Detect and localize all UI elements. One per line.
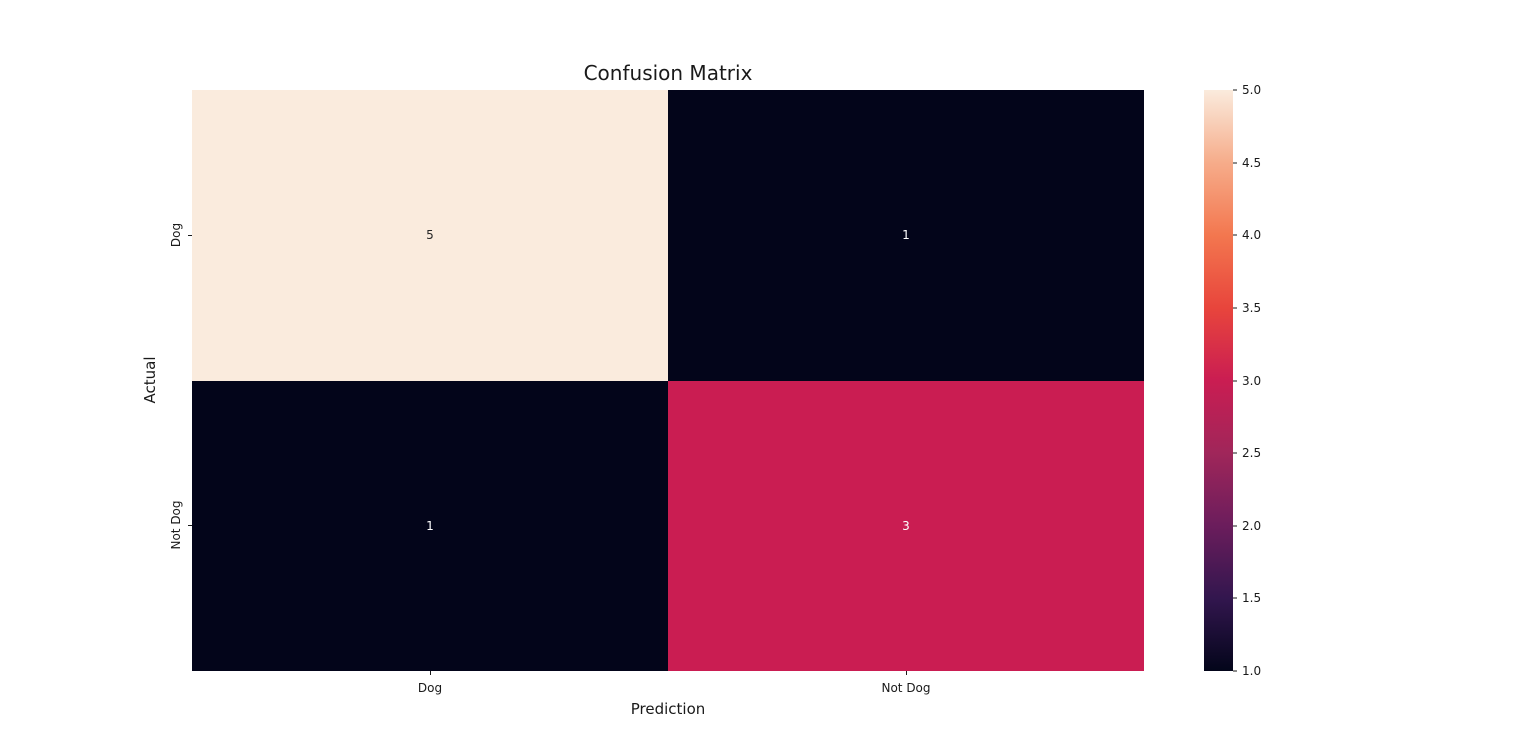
colorbar-tick-mark: [1233, 452, 1237, 454]
colorbar-tick-mark: [1233, 89, 1237, 91]
heatmap-cell-actual-dog-pred-dog: 5: [192, 90, 668, 381]
x-tick-label-dog: Dog: [417, 681, 443, 695]
x-tick-mark: [430, 671, 431, 675]
x-axis-label: Prediction: [630, 700, 706, 718]
colorbar-tick-label: 3.0: [1242, 373, 1262, 388]
colorbar-tick-mark: [1233, 670, 1237, 672]
heatmap-plot-area: 5 1 1 3: [192, 90, 1144, 671]
colorbar-tick-label: 5.0: [1242, 83, 1262, 97]
heatmap-cell-actual-notdog-pred-notdog: 3: [668, 380, 1144, 671]
colorbar-tick-label: 4.5: [1242, 155, 1262, 170]
y-tick-mark: [188, 235, 192, 236]
colorbar-tick-mark: [1233, 380, 1237, 381]
colorbar-tick-mark: [1233, 234, 1237, 236]
x-tick-label-not-dog: Not Dog: [881, 681, 931, 695]
colorbar-tick-mark: [1233, 162, 1237, 164]
chart-title: Confusion Matrix: [583, 61, 753, 85]
colorbar-tick-label: 4.0: [1242, 228, 1262, 243]
y-axis-label: Actual: [141, 356, 159, 404]
colorbar-ticks: 5.0 4.5 4.0 3.5 3.0 2.5 2.0 1.5 1.0: [1233, 83, 1293, 678]
colorbar-gradient: [1204, 90, 1233, 671]
heatmap-cell-actual-notdog-pred-dog: 1: [192, 380, 668, 671]
colorbar-tick-label: 2.5: [1242, 446, 1262, 461]
colorbar-tick-mark: [1233, 597, 1237, 599]
heatmap-cell-actual-dog-pred-notdog: 1: [668, 90, 1144, 381]
y-tick-label-dog: Dog: [169, 222, 183, 248]
y-tick-mark: [188, 525, 192, 526]
colorbar-tick-label: 3.5: [1242, 300, 1262, 315]
colorbar-tick-mark: [1233, 307, 1237, 309]
colorbar-tick-label: 1.5: [1242, 591, 1262, 606]
colorbar-tick-label: 2.0: [1242, 518, 1262, 533]
colorbar-tick-mark: [1233, 525, 1237, 527]
y-tick-label-not-dog: Not Dog: [169, 500, 183, 550]
colorbar-tick-label: 1.0: [1242, 664, 1262, 678]
x-tick-mark: [906, 671, 907, 675]
